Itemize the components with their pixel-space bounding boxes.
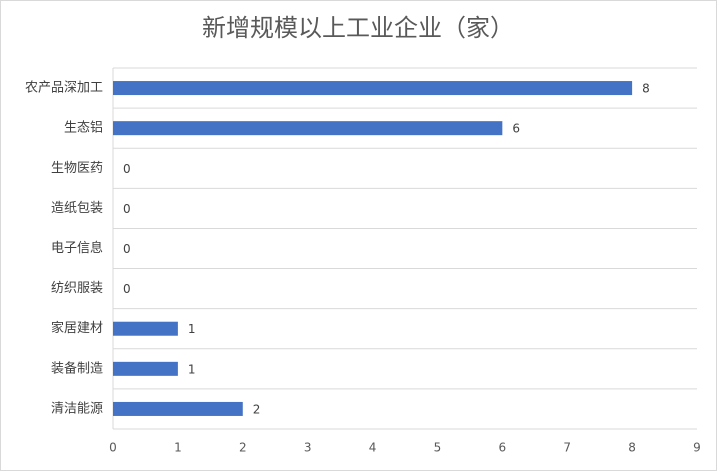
y-tick-label: 生态铝 bbox=[64, 121, 103, 136]
data-label: 2 bbox=[253, 402, 261, 416]
data-label: 0 bbox=[123, 162, 131, 176]
bar bbox=[113, 81, 633, 96]
data-label: 0 bbox=[123, 282, 131, 296]
y-tick-label: 农产品深加工 bbox=[25, 81, 103, 96]
bar bbox=[113, 321, 178, 336]
y-tick-label: 纺织服装 bbox=[51, 281, 103, 296]
bar bbox=[113, 361, 178, 376]
y-tick-label: 装备制造 bbox=[51, 360, 103, 376]
x-tick-label: 6 bbox=[499, 441, 507, 455]
x-tick-label: 7 bbox=[563, 441, 571, 455]
data-label: 0 bbox=[123, 242, 131, 256]
y-tick-label: 造纸包装 bbox=[51, 201, 103, 216]
y-tick-label: 家居建材 bbox=[51, 320, 103, 336]
y-tick-label: 清洁能源 bbox=[51, 401, 103, 416]
x-tick-label: 9 bbox=[693, 441, 701, 455]
x-tick-label: 0 bbox=[109, 441, 117, 455]
y-tick-label: 生物医药 bbox=[51, 161, 103, 176]
x-tick-label: 2 bbox=[239, 441, 247, 455]
y-tick-label: 电子信息 bbox=[51, 240, 103, 256]
data-label: 8 bbox=[642, 82, 650, 96]
data-label: 6 bbox=[512, 122, 520, 136]
x-tick-label: 5 bbox=[434, 441, 442, 455]
chart-title: 新增规模以上工业企业（家） bbox=[202, 14, 514, 42]
data-label: 0 bbox=[123, 202, 131, 216]
data-label: 1 bbox=[188, 322, 196, 336]
x-tick-label: 3 bbox=[304, 441, 312, 455]
bar bbox=[113, 121, 503, 136]
x-tick-label: 8 bbox=[628, 441, 636, 455]
x-tick-label: 1 bbox=[174, 441, 182, 455]
x-tick-label: 4 bbox=[369, 441, 377, 455]
bar bbox=[113, 401, 243, 416]
data-label: 1 bbox=[188, 362, 196, 376]
